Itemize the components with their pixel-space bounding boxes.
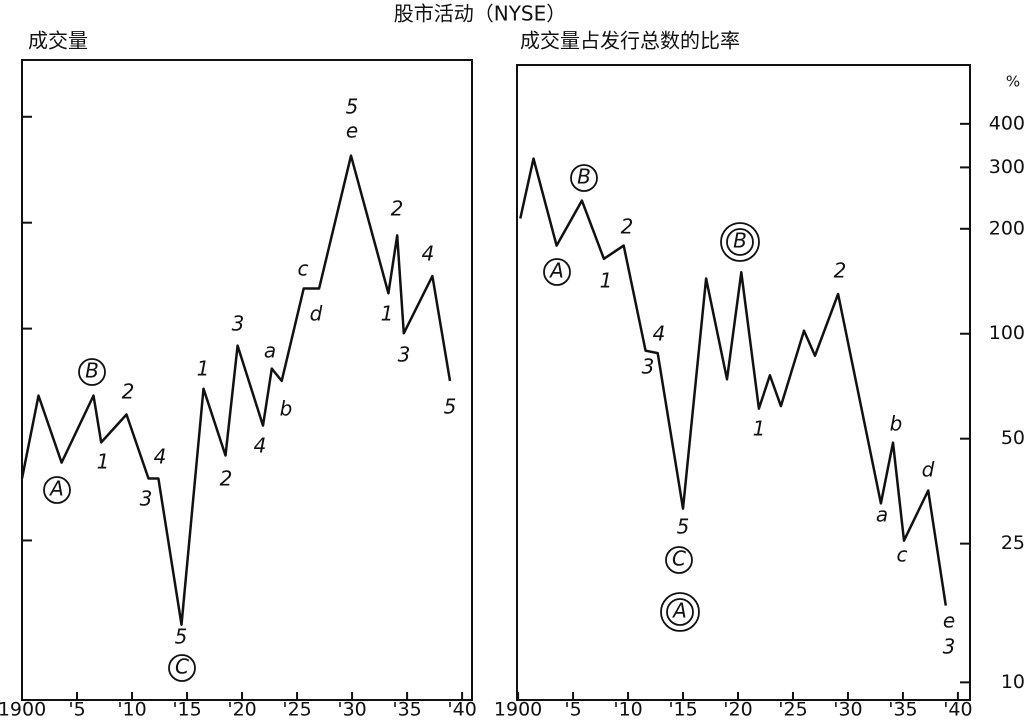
x-tick-label: '20 (723, 699, 752, 721)
wave-label: d (922, 458, 935, 482)
annotation-ring (665, 546, 693, 574)
wave-label: 4 (254, 434, 267, 458)
x-tick-label: '30 (833, 699, 862, 721)
wave-label: C (175, 655, 189, 679)
x-tick-label: '10 (613, 699, 642, 721)
annotation-ring (78, 358, 106, 386)
x-tick-label: '40 (943, 699, 972, 721)
wave-label: 3 (943, 635, 956, 659)
wave-label: B (85, 359, 99, 383)
y-tick-label: 400 (989, 112, 1025, 134)
y-tick-label: 10 (1001, 671, 1025, 693)
wave-label: 2 (834, 259, 847, 283)
x-tick-label: '10 (117, 699, 146, 721)
wave-label: 5 (346, 95, 359, 119)
wave-label: B (733, 229, 747, 253)
y-tick-label: 100 (989, 322, 1025, 344)
wave-label: C (672, 547, 686, 571)
wave-label: 3 (642, 355, 655, 379)
wave-label: 2 (122, 380, 135, 404)
wave-label: A (48, 477, 64, 501)
wave-label: 3 (232, 312, 245, 336)
annotation-ring (43, 476, 71, 504)
wave-label: e (943, 609, 955, 633)
wave-label: 3 (398, 343, 411, 367)
wave-label: 1 (600, 269, 613, 293)
wave-label: b (890, 412, 903, 436)
wave-label: 4 (154, 445, 167, 469)
wave-label: 1 (753, 417, 766, 441)
wave-label: 2 (391, 197, 404, 221)
page-title: 股市活动（NYSE） (394, 2, 567, 26)
wave-label: A (671, 599, 687, 623)
x-tick-label: '40 (447, 699, 476, 721)
y-unit: % (1006, 73, 1020, 91)
data-line (20, 154, 452, 626)
x-tick-label: '35 (392, 699, 421, 721)
x-tick-label: 1900 (494, 699, 542, 721)
wave-label: 5 (175, 625, 188, 649)
plot-frame (21, 59, 473, 701)
y-tick-label: 200 (989, 217, 1025, 239)
wave-label: c (897, 543, 908, 567)
panel-title: 成交量占发行总数的比率 (520, 29, 740, 53)
wave-label: B (577, 165, 591, 189)
x-tick-label: '25 (778, 699, 807, 721)
wave-label: 2 (621, 215, 634, 239)
annotation-ring (666, 598, 694, 626)
x-tick-label: '15 (668, 699, 697, 721)
wave-label: 3 (140, 487, 153, 511)
x-tick-label: '35 (888, 699, 917, 721)
x-tick-label: 1900 (0, 699, 46, 721)
x-tick-label: '15 (172, 699, 201, 721)
wave-label: 1 (97, 450, 110, 474)
wave-label: 5 (677, 515, 690, 539)
annotation-ring (660, 592, 700, 632)
panel-title: 成交量 (28, 29, 88, 53)
wave-label: c (298, 257, 309, 281)
x-tick-label: '25 (282, 699, 311, 721)
x-tick-label: '30 (337, 699, 366, 721)
x-tick-label: '5 (68, 699, 85, 721)
data-line (519, 157, 948, 606)
annotation-ring (720, 222, 760, 262)
wave-label: d (310, 302, 323, 326)
wave-label: 1 (381, 302, 394, 326)
y-tick-label: 50 (1001, 427, 1025, 449)
wave-label: e (346, 119, 358, 143)
x-tick-label: '5 (564, 699, 581, 721)
annotation-ring (570, 164, 598, 192)
wave-label: A (548, 259, 564, 283)
wave-label: 4 (653, 322, 666, 346)
x-tick-label: '20 (227, 699, 256, 721)
annotation-ring (543, 258, 571, 286)
wave-label: 5 (444, 395, 457, 419)
y-tick-label: 300 (989, 156, 1025, 178)
wave-label: 1 (197, 357, 210, 381)
annotation-ring (168, 654, 196, 682)
annotation-ring (726, 228, 754, 256)
wave-label: b (280, 397, 293, 421)
y-tick-label: 25 (1001, 532, 1025, 554)
wave-label: 2 (220, 467, 233, 491)
plot-frame (516, 64, 971, 701)
wave-label: a (264, 339, 276, 363)
wave-label: a (876, 503, 888, 527)
wave-label: 4 (422, 242, 435, 266)
